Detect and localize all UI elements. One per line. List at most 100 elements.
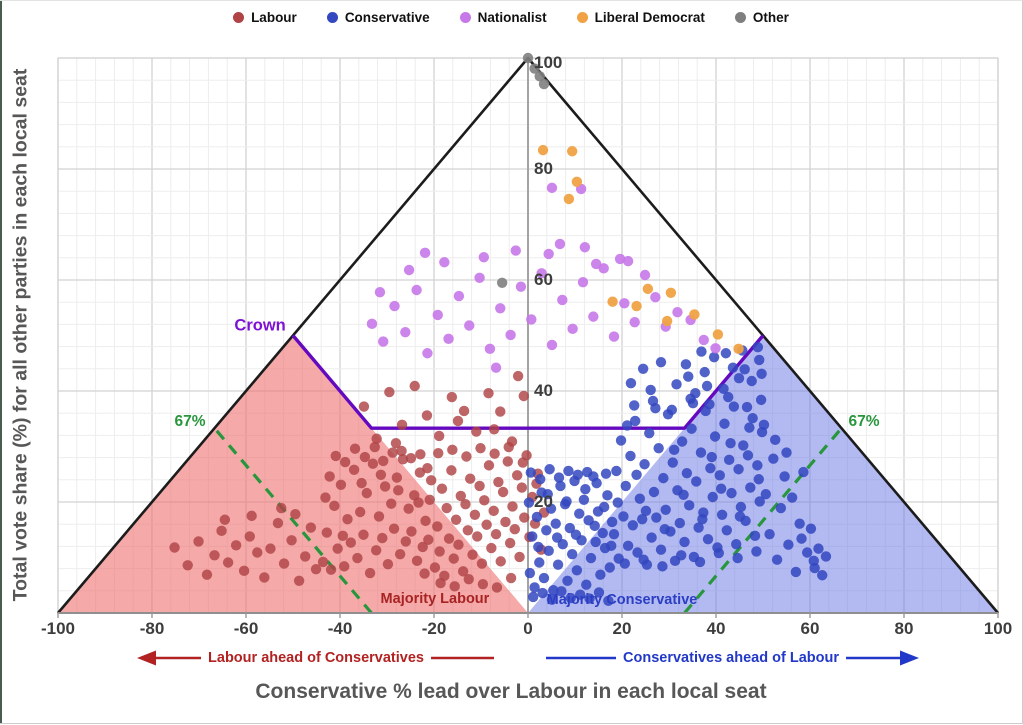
data-point (588, 311, 599, 322)
data-point (358, 401, 370, 412)
data-point (713, 547, 725, 559)
data-point (707, 491, 718, 503)
data-point (543, 248, 554, 260)
data-point (490, 362, 502, 373)
data-point (591, 477, 602, 489)
data-point (696, 346, 707, 357)
series-nationalist (366, 182, 721, 373)
data-point (222, 557, 234, 568)
data-point (820, 551, 832, 562)
data-point (574, 508, 585, 519)
data-point (419, 247, 431, 259)
data-point (464, 320, 475, 331)
data-point (600, 468, 612, 479)
data-point (565, 592, 576, 604)
data-point (529, 63, 540, 74)
data-point (516, 482, 528, 493)
data-point (706, 451, 717, 463)
data-point (527, 591, 539, 603)
data-point (790, 566, 802, 578)
data-point (603, 595, 614, 606)
data-point (699, 366, 710, 378)
data-point (741, 401, 753, 413)
data-point (564, 522, 576, 534)
data-point (735, 501, 747, 513)
data-point (374, 287, 386, 298)
data-point (543, 545, 554, 557)
data-point (467, 549, 478, 560)
data-point (384, 386, 395, 398)
data-point (555, 480, 566, 492)
data-point (375, 469, 387, 481)
data-point (574, 589, 586, 600)
data-point (400, 326, 411, 338)
data-point (538, 78, 550, 90)
data-point (337, 530, 349, 542)
data-point (577, 277, 589, 288)
data-point (541, 525, 552, 536)
data-point (704, 399, 715, 410)
series-liberal-democrat (537, 144, 744, 355)
data-point (216, 525, 227, 537)
threshold-line-1 (683, 427, 843, 615)
data-point (366, 318, 378, 330)
data-point (506, 436, 518, 447)
data-point (193, 536, 204, 547)
data-point (460, 499, 471, 510)
data-point (629, 316, 640, 328)
data-point (768, 453, 779, 464)
data-point (615, 435, 627, 446)
data-point (419, 568, 430, 579)
data-point (373, 511, 385, 522)
data-point (475, 442, 486, 454)
data-point (660, 504, 671, 515)
data-point (551, 532, 563, 543)
data-point (348, 464, 360, 476)
data-point (622, 540, 634, 552)
data-point (523, 497, 535, 508)
data-point (300, 551, 311, 562)
data-point (728, 401, 740, 412)
data-point (733, 373, 745, 384)
legend-item-liberal-democrat: Liberal Democrat (576, 10, 705, 25)
data-point (396, 419, 408, 431)
data-point (723, 391, 734, 403)
data-point (770, 434, 781, 446)
data-point (364, 567, 376, 579)
data-point (441, 502, 452, 514)
data-point (708, 351, 720, 363)
data-point (201, 569, 213, 580)
data-point (593, 587, 605, 598)
legend-item-conservative: Conservative (326, 10, 430, 25)
data-point (781, 447, 792, 458)
data-point (622, 255, 634, 267)
data-point (546, 594, 558, 605)
data-point (538, 572, 550, 584)
data-point (590, 536, 601, 548)
data-point (378, 336, 389, 347)
data-point (286, 535, 297, 546)
data-point (522, 52, 534, 64)
data-point (391, 472, 403, 483)
data-point (742, 450, 754, 461)
region-majority-labour (58, 335, 528, 613)
data-point (490, 528, 502, 540)
data-point (400, 536, 411, 547)
data-point (453, 539, 464, 550)
data-point (631, 300, 642, 312)
data-point (417, 541, 428, 553)
data-point (546, 339, 558, 351)
data-point (379, 481, 391, 492)
data-point (443, 333, 454, 345)
data-point (570, 529, 582, 540)
data-point (801, 547, 813, 558)
data-point (653, 442, 664, 454)
data-point (531, 511, 543, 523)
data-point (718, 383, 729, 394)
data-point (817, 570, 828, 581)
data-point (446, 391, 458, 403)
data-point (566, 146, 578, 157)
data-point (681, 467, 693, 479)
data-point (721, 525, 733, 536)
data-point (651, 512, 662, 523)
